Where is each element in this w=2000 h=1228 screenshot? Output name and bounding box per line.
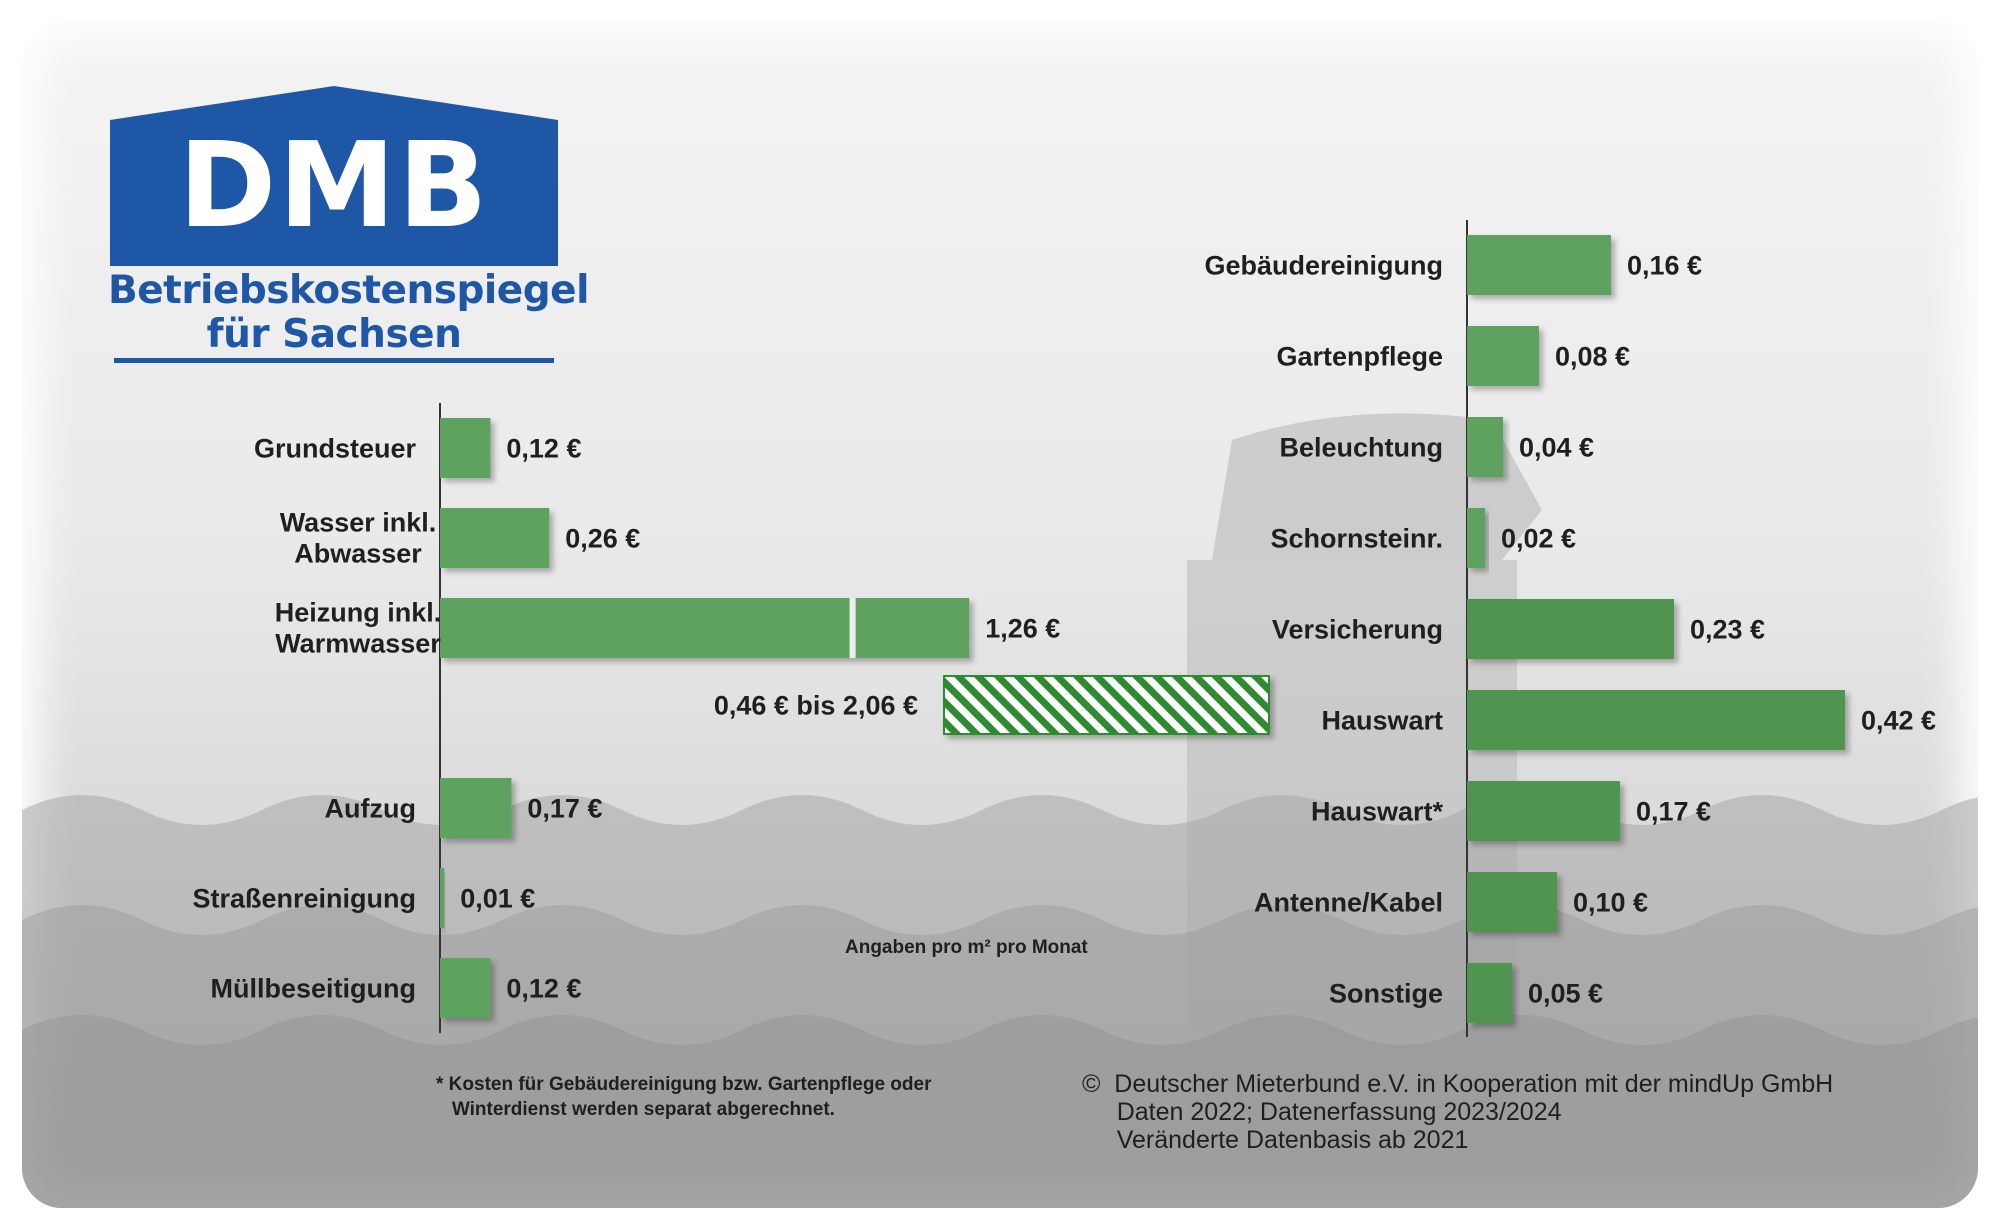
right-category-label: Hauswart <box>1321 705 1443 735</box>
left-bar <box>440 598 970 658</box>
left-category-label: Heizung inkl. Warmwasser <box>275 597 442 658</box>
right-category-label: Hauswart* <box>1311 796 1444 826</box>
chimney-cap-shape <box>1212 413 1542 560</box>
right-category-label: Beleuchtung <box>1279 432 1443 462</box>
dmb-logo: DMB Betriebskostenspiegel für Sachsen <box>108 84 589 364</box>
left-category-label: Müllbeseitigung <box>211 973 417 1003</box>
left-category-label: Straßenreinigung <box>192 883 416 913</box>
right-bar-chart: Gebäudereinigung 0,16 € Gartenpflege 0,08 €… <box>1204 220 1936 1037</box>
logo-underline <box>114 358 554 363</box>
logo-house-shape <box>110 86 558 266</box>
right-value-label: 0,10 € <box>1573 887 1648 917</box>
unit-note: Angaben pro m² pro Monat <box>845 937 1088 958</box>
right-bar <box>1467 963 1512 1023</box>
left-value-label: 1,26 € <box>985 613 1060 643</box>
footnote: * Kosten für Gebäudereinigung bzw. Garte… <box>436 1074 932 1120</box>
right-value-label: 0,42 € <box>1861 705 1936 735</box>
left-category-label: Aufzug <box>325 793 416 823</box>
logo-subtitle-line-1: Betriebskostenspiegel <box>108 268 589 313</box>
left-bar <box>440 778 512 838</box>
left-value-label: 0,12 € <box>506 433 581 463</box>
left-bar <box>440 418 491 478</box>
heating-bar-split <box>849 598 856 658</box>
right-value-label: 0,04 € <box>1519 432 1594 462</box>
right-bar <box>1467 508 1485 568</box>
left-value-label: 0,26 € <box>565 523 640 553</box>
left-category-label: Grundsteuer <box>254 433 417 463</box>
logo-letters: DMB <box>178 116 490 254</box>
right-value-label: 0,08 € <box>1555 341 1630 371</box>
right-bar <box>1467 872 1557 932</box>
right-category-label: Sonstige <box>1329 978 1443 1008</box>
left-value-label: 0,01 € <box>460 883 535 913</box>
right-bar <box>1467 417 1503 477</box>
right-value-label: 0,16 € <box>1627 250 1702 280</box>
roof-tiles-row-3 <box>22 1015 1978 1208</box>
heating-range-label: 0,46 € bis 2,06 € <box>714 690 918 720</box>
right-category-label: Gartenpflege <box>1276 341 1443 371</box>
left-bar <box>440 508 550 568</box>
right-value-label: 0,17 € <box>1636 796 1711 826</box>
left-category-label: Wasser inkl. Abwasser <box>280 507 437 568</box>
left-bar <box>440 958 491 1018</box>
logo-subtitle-line-2: für Sachsen <box>206 312 462 357</box>
right-bar <box>1467 599 1674 659</box>
copyright-note: © Deutscher Mieterbund e.V. in Kooperati… <box>1082 1070 1834 1154</box>
right-value-label: 0,05 € <box>1528 978 1603 1008</box>
right-bar <box>1467 781 1620 841</box>
left-bar-chart: Grundsteuer 0,12 € Wasser inkl. Abwasser 0,2… <box>192 403 1270 1033</box>
right-bar <box>1467 326 1539 386</box>
right-value-label: 0,23 € <box>1690 614 1765 644</box>
right-value-label: 0,02 € <box>1501 523 1576 553</box>
left-bar <box>440 868 445 928</box>
right-category-label: Gebäudereinigung <box>1204 250 1443 280</box>
right-category-label: Versicherung <box>1272 614 1443 644</box>
heating-range-box <box>943 675 1270 735</box>
right-bar <box>1467 690 1845 750</box>
right-category-label: Schornsteinr. <box>1270 523 1443 553</box>
right-bar <box>1467 235 1611 295</box>
left-value-label: 0,17 € <box>527 793 602 823</box>
left-value-label: 0,12 € <box>506 973 581 1003</box>
right-category-label: Antenne/Kabel <box>1254 887 1443 917</box>
